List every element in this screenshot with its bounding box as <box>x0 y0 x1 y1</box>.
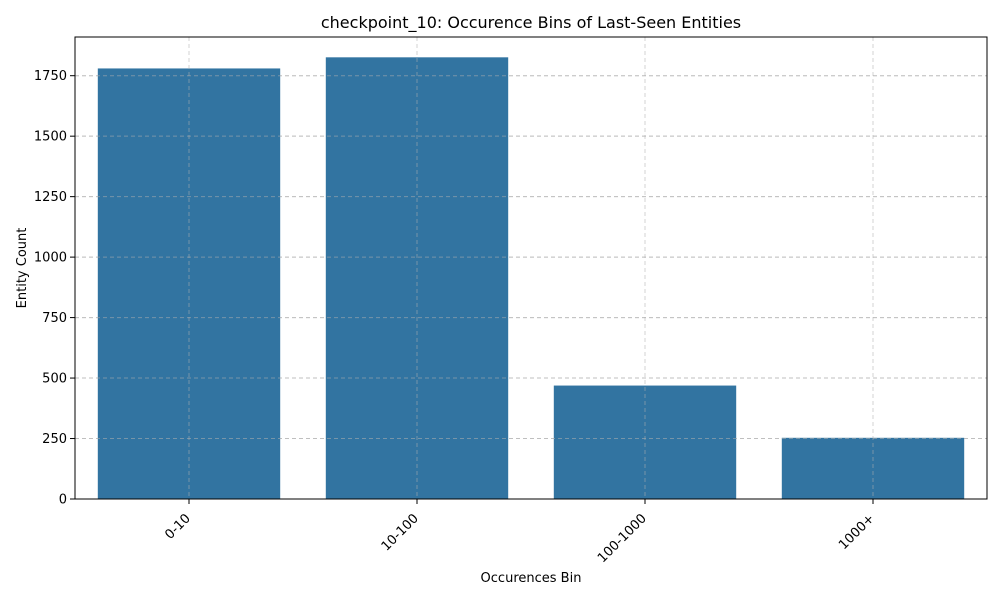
x-axis-ticks: 0-10 10-100 100-1000 1000+ <box>162 499 878 566</box>
y-tick-label: 0 <box>59 493 67 508</box>
x-tick-label: 0-10 <box>162 511 193 542</box>
x-tick-label: 10-100 <box>379 511 422 554</box>
y-tick-label: 750 <box>42 311 67 326</box>
y-tick-label: 250 <box>42 432 67 447</box>
x-tick-label: 100-1000 <box>595 511 650 566</box>
y-tick-label: 1000 <box>34 251 67 266</box>
plot-frame <box>74 36 988 500</box>
x-tick-label: 1000+ <box>836 511 878 553</box>
chart-title: checkpoint_10: Occurence Bins of Last-Se… <box>321 13 741 33</box>
x-axis-label: Occurences Bin <box>481 571 582 586</box>
y-tick-label: 1250 <box>34 190 67 205</box>
y-axis-label: Entity Count <box>15 228 30 309</box>
bars <box>97 57 965 500</box>
y-axis-ticks: 0 250 500 750 1000 1250 1500 1750 <box>34 69 75 508</box>
y-tick-label: 500 <box>42 372 67 387</box>
y-tick-label: 1500 <box>34 130 67 145</box>
y-tick-label: 1750 <box>34 69 67 84</box>
